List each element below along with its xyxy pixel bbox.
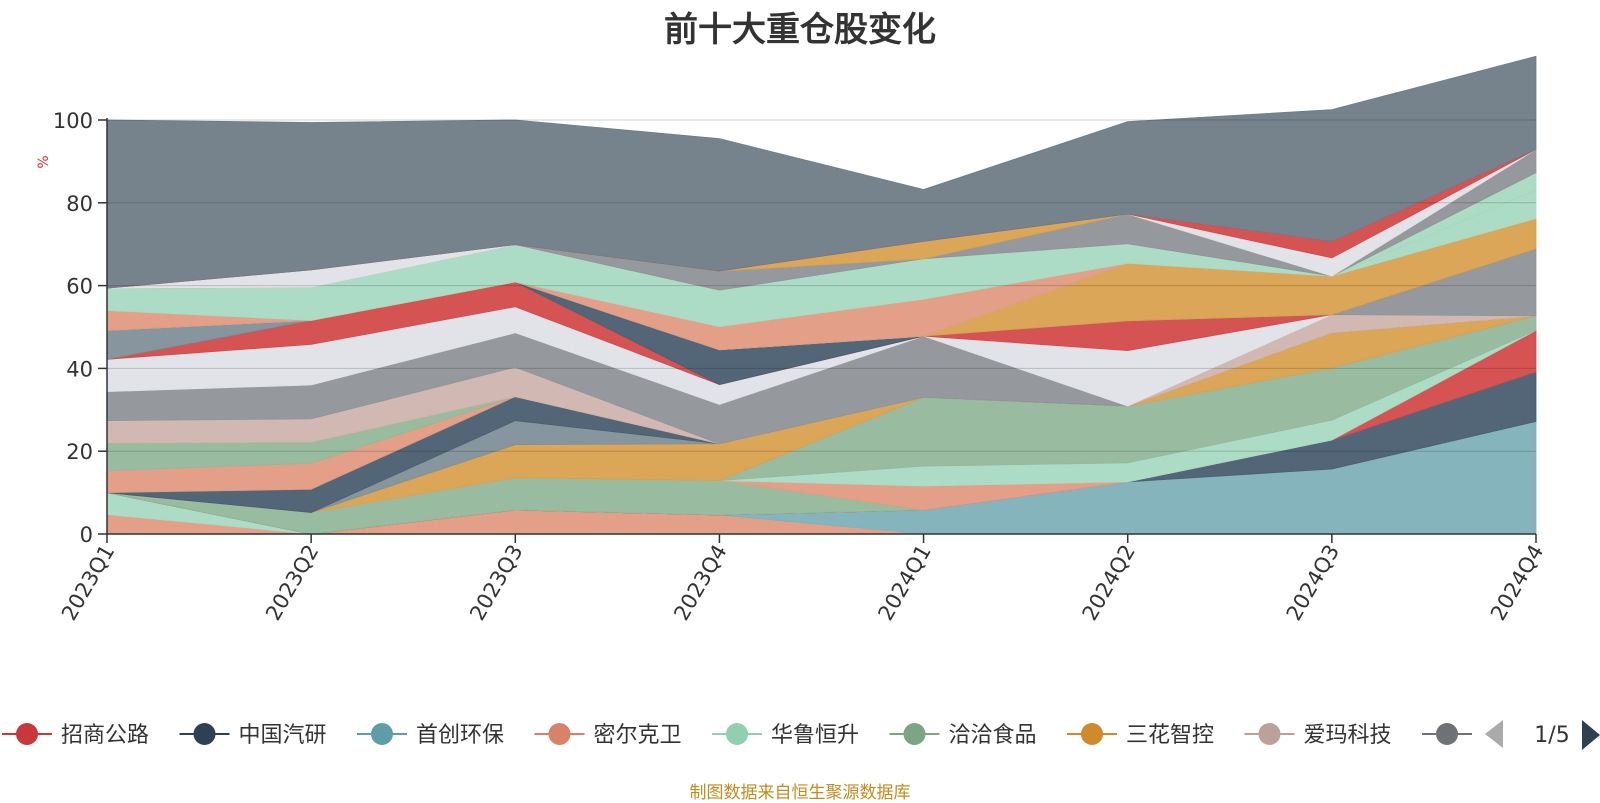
source-footnote: 制图数据来自恒生聚源数据库 [689, 783, 911, 803]
legend-label: 三花智控 [1126, 723, 1214, 748]
x-tick-label: 2024Q1 [873, 541, 935, 625]
x-tick-label: 2024Q4 [1486, 541, 1548, 625]
legend-label: 中国汽研 [239, 723, 327, 748]
legend-item-2[interactable]: 首创环保 [357, 723, 504, 748]
x-tick-label: 2023Q3 [465, 541, 527, 625]
legend: 招商公路 中国汽研 首创环保 密尔克卫 华鲁恒升 洽洽食品 三花智控 爱玛科技 1/5 [2, 720, 1600, 750]
legend-item-6[interactable]: 三花智控 [1067, 723, 1214, 748]
legend-label: 首创环保 [416, 723, 504, 748]
legend-label: 爱玛科技 [1304, 723, 1392, 748]
y-tick-label: 60 [66, 275, 93, 299]
legend-item-8[interactable] [1422, 723, 1472, 745]
legend-item-0[interactable]: 招商公路 [2, 723, 149, 748]
legend-prev-arrow-icon[interactable] [1485, 720, 1503, 748]
x-tick-label: 2024Q2 [1078, 541, 1140, 625]
area-layers [106, 55, 1537, 535]
legend-item-4[interactable]: 华鲁恒升 [712, 723, 859, 748]
legend-marker [903, 723, 926, 745]
legend-next-arrow-icon[interactable] [1582, 720, 1600, 750]
chart-title: 前十大重仓股变化 [664, 10, 936, 50]
x-tick-label: 2023Q4 [669, 541, 731, 625]
legend-marker [16, 723, 38, 745]
y-tick-label: 80 [66, 192, 93, 216]
legend-marker [1436, 723, 1458, 745]
legend-marker [193, 723, 216, 745]
legend-marker [548, 723, 571, 745]
legend-item-5[interactable]: 洽洽食品 [889, 723, 1037, 748]
legend-item-7[interactable]: 爱玛科技 [1244, 723, 1392, 748]
legend-label: 密尔克卫 [594, 723, 682, 748]
legend-marker [371, 723, 393, 745]
x-tick-label: 2023Q2 [261, 541, 323, 625]
y-tick-label: 0 [80, 523, 93, 547]
grid-lines [107, 119, 1536, 452]
legend-label: 华鲁恒升 [771, 723, 859, 748]
legend-page-indicator: 1/5 [1534, 723, 1569, 748]
legend-marker [726, 723, 748, 745]
y-tick-label: 40 [66, 357, 93, 381]
y-axis-unit: % [36, 155, 52, 168]
y-tick-label: 20 [66, 440, 93, 464]
x-tick-label: 2024Q3 [1282, 541, 1344, 625]
legend-item-3[interactable]: 密尔克卫 [534, 723, 682, 748]
area-layer-29 [106, 55, 1537, 289]
y-tick-label: 100 [53, 109, 93, 133]
legend-label: 洽洽食品 [949, 723, 1037, 748]
x-tick-label: 2023Q1 [57, 541, 119, 625]
legend-marker [1081, 723, 1103, 745]
legend-label: 招商公路 [61, 723, 149, 748]
legend-item-1[interactable]: 中国汽研 [179, 723, 327, 748]
legend-marker [1258, 723, 1281, 745]
